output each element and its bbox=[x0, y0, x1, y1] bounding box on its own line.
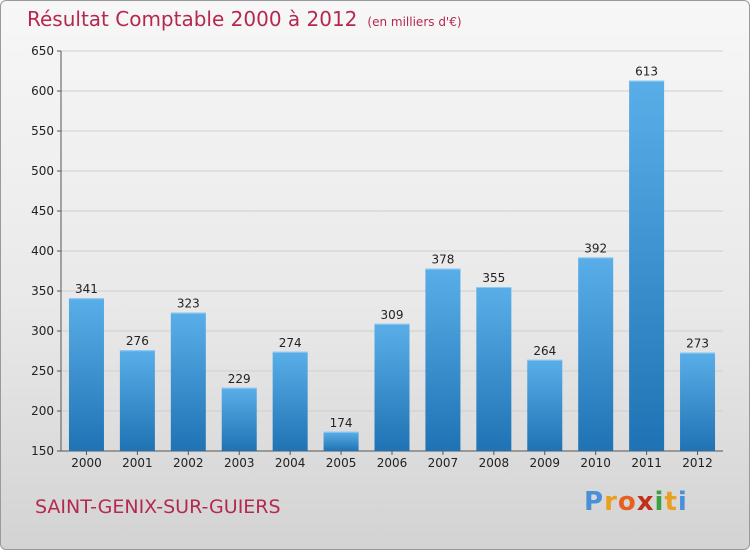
value-label-2002: 323 bbox=[177, 297, 200, 311]
value-label-2000: 341 bbox=[75, 282, 98, 296]
y-tick-label: 250 bbox=[31, 364, 54, 378]
proxiti-logo: Proxiti bbox=[584, 487, 688, 517]
value-label-2010: 392 bbox=[584, 241, 607, 255]
bar-layer bbox=[68, 80, 716, 451]
bar-2003 bbox=[221, 387, 257, 451]
x-tick-label-2002: 2002 bbox=[173, 456, 204, 470]
logo-letter: P bbox=[584, 487, 605, 517]
x-tick-label-2008: 2008 bbox=[479, 456, 510, 470]
x-tick-label-2011: 2011 bbox=[631, 456, 662, 470]
value-label-2008: 355 bbox=[482, 271, 505, 285]
label-layer: 341 276 323 229 274 174 309 378 355 264 392 613 273 bbox=[75, 65, 709, 430]
x-tick-label-2007: 2007 bbox=[428, 456, 459, 470]
y-tick-label: 200 bbox=[31, 404, 54, 418]
value-label-2005: 174 bbox=[330, 416, 353, 430]
bar-2011 bbox=[629, 80, 665, 451]
y-tick-label: 400 bbox=[31, 244, 54, 258]
bar-2004 bbox=[272, 351, 308, 451]
y-tick-label: 550 bbox=[31, 124, 54, 138]
value-label-2011: 613 bbox=[635, 65, 658, 79]
y-tick-label: 650 bbox=[31, 44, 54, 58]
value-label-2003: 229 bbox=[228, 372, 251, 386]
x-tick-label-2004: 2004 bbox=[275, 456, 306, 470]
bar-2005 bbox=[323, 431, 359, 451]
bar-2012 bbox=[680, 352, 716, 451]
value-label-2012: 273 bbox=[686, 337, 709, 351]
value-label-2007: 378 bbox=[431, 253, 454, 267]
bar-2002 bbox=[170, 312, 206, 451]
bar-2010 bbox=[578, 257, 614, 451]
y-tick-label: 150 bbox=[31, 444, 54, 458]
value-label-2001: 276 bbox=[126, 334, 149, 348]
commune-name: SAINT-GENIX-SUR-GUIERS bbox=[35, 496, 281, 518]
x-tick-label-2000: 2000 bbox=[71, 456, 102, 470]
chart-subtitle: (en milliers d'€) bbox=[367, 15, 462, 29]
logo-letter: i bbox=[654, 487, 665, 517]
bar-2001 bbox=[119, 350, 155, 451]
bar-2000 bbox=[68, 298, 104, 451]
y-tick-label: 350 bbox=[31, 284, 54, 298]
bar-2006 bbox=[374, 323, 410, 451]
bar-2007 bbox=[425, 268, 461, 451]
x-tick-label-2001: 2001 bbox=[122, 456, 153, 470]
x-tick-label-2009: 2009 bbox=[529, 456, 560, 470]
y-tick-label: 600 bbox=[31, 84, 54, 98]
value-label-2009: 264 bbox=[533, 344, 556, 358]
logo-letter: t bbox=[664, 487, 678, 517]
y-tick-label: 500 bbox=[31, 164, 54, 178]
x-tick-label-2003: 2003 bbox=[224, 456, 255, 470]
x-tick-label-2005: 2005 bbox=[326, 456, 357, 470]
x-tick-label-2010: 2010 bbox=[580, 456, 611, 470]
title-row: Résultat Comptable 2000 à 2012 (en millie… bbox=[27, 7, 462, 31]
logo-letter: r bbox=[604, 487, 618, 517]
y-tick-label: 300 bbox=[31, 324, 54, 338]
logo-letter: x bbox=[636, 487, 655, 517]
y-tick-label: 450 bbox=[31, 204, 54, 218]
logo-letter: i bbox=[677, 487, 688, 517]
chart-title: Résultat Comptable 2000 à 2012 bbox=[27, 7, 358, 31]
x-tick-label-2006: 2006 bbox=[377, 456, 408, 470]
x-tick-label-2012: 2012 bbox=[682, 456, 713, 470]
logo-letter: o bbox=[617, 487, 637, 517]
value-label-2006: 309 bbox=[381, 308, 404, 322]
bar-2009 bbox=[527, 359, 563, 451]
bar-2008 bbox=[476, 287, 512, 451]
value-label-2004: 274 bbox=[279, 336, 302, 350]
